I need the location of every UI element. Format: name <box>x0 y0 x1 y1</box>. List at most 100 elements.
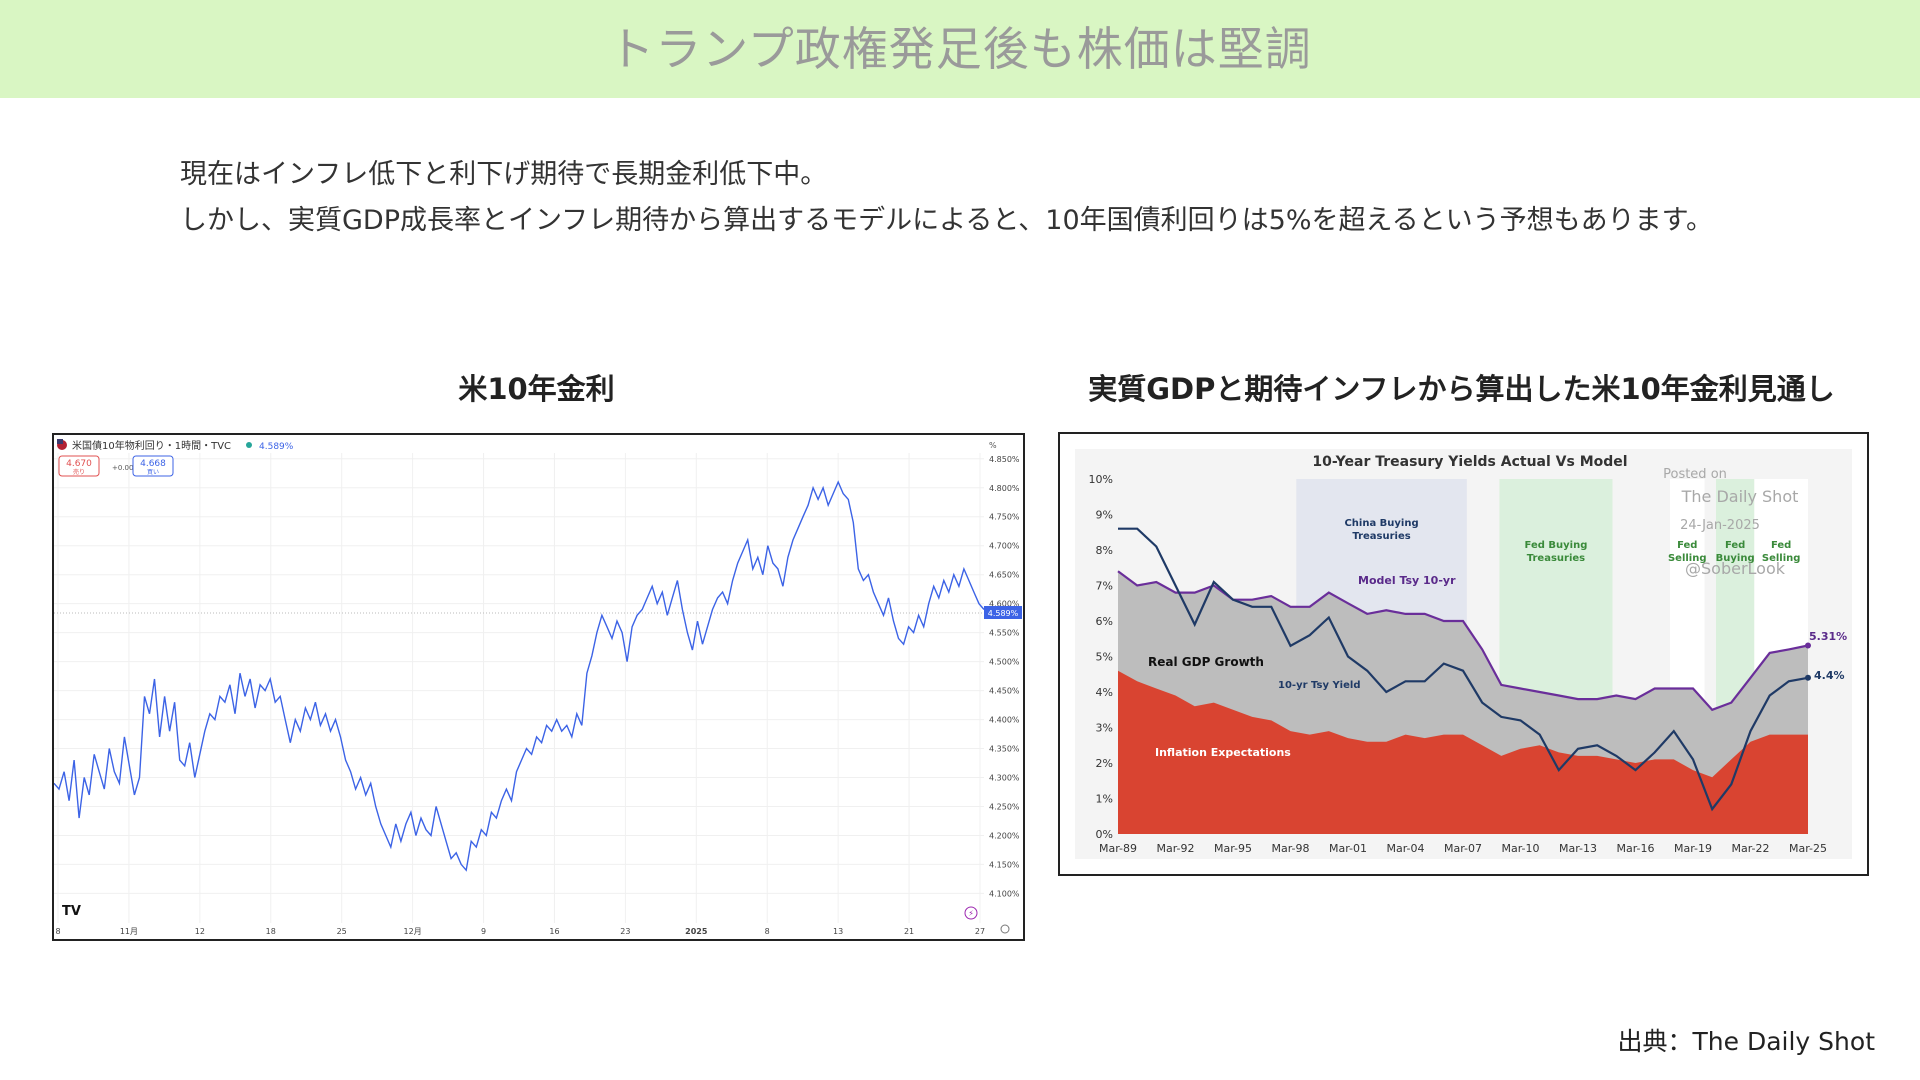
x-tick-label: Mar-92 <box>1156 842 1194 855</box>
buy-label: 買い <box>147 469 159 476</box>
x-tick-label: Mar-16 <box>1616 842 1654 855</box>
sell-label: 売り <box>73 468 85 476</box>
x-tick-label: 25 <box>337 927 347 936</box>
y-tick-label: 4.200% <box>989 831 1020 840</box>
y-tick-label: 0% <box>1096 828 1113 841</box>
buy-price: 4.668 <box>140 459 166 469</box>
current-value-label: 4.589% <box>259 442 294 452</box>
x-tick-label: Mar-95 <box>1214 842 1252 855</box>
y-tick-label: 1% <box>1096 793 1113 806</box>
lightning-icon[interactable] <box>964 906 978 920</box>
actual-end-marker <box>1805 674 1811 681</box>
settings-gear-icon[interactable] <box>1000 924 1010 934</box>
x-tick-label: 9 <box>481 927 486 936</box>
header-bar: トランプ政権発足後も株価は堅調 <box>0 0 1920 98</box>
model-series-label: Model Tsy 10-yr <box>1358 574 1456 587</box>
x-tick-label: Mar-10 <box>1501 842 1539 855</box>
model-chart-title: 10-Year Treasury Yields Actual Vs Model <box>1312 454 1627 470</box>
y-tick-label: 4.800% <box>989 484 1020 493</box>
buy-button[interactable] <box>132 455 174 477</box>
inflation-expectations-area <box>1118 670 1808 834</box>
y-tick-label: 6% <box>1096 615 1113 628</box>
x-tick-label: Mar-22 <box>1731 842 1769 855</box>
y-tick-label: 4.700% <box>989 542 1020 551</box>
actual-series-label: 10-yr Tsy Yield <box>1278 680 1360 691</box>
y-tick-label: 7% <box>1096 580 1113 593</box>
market-status-icon <box>246 442 252 448</box>
x-tick-label: Mar-13 <box>1559 842 1597 855</box>
model-end-marker <box>1805 642 1811 649</box>
y-tick-label: 4.300% <box>989 774 1020 783</box>
y-tick-label: 10% <box>1089 473 1113 486</box>
gdp-label: Real GDP Growth <box>1148 655 1264 669</box>
x-tick-label: 12 <box>195 927 205 936</box>
x-tick-label: 11月 <box>120 927 138 936</box>
x-tick-label: Mar-07 <box>1444 842 1482 855</box>
x-tick-label: Mar-04 <box>1386 842 1424 855</box>
y-tick-label: 4.850% <box>989 455 1020 464</box>
y-tick-label: 4.750% <box>989 513 1020 522</box>
period-label: Selling <box>1668 553 1707 564</box>
source-note: 出典：The Daily Shot <box>1617 1027 1875 1056</box>
watermark-line-4: @SoberLook <box>1685 559 1786 578</box>
x-tick-label: Mar-25 <box>1789 842 1827 855</box>
y-tick-label: 4.350% <box>989 745 1020 754</box>
x-tick-label: 12月 <box>404 927 422 936</box>
intro-line-2: しかし、実質GDP成長率とインフレ期待から算出するモデルによると、10年国債利回… <box>180 205 1713 236</box>
left-chart-title: 米10年金利 <box>458 372 615 406</box>
period-label: Fed <box>1725 540 1745 551</box>
x-tick-label: Mar-19 <box>1674 842 1712 855</box>
x-tick-label: Mar-98 <box>1271 842 1309 855</box>
intro-line-1: 現在はインフレ低下と利下げ期待で長期金利低下中。 <box>180 159 828 190</box>
slide-title: トランプ政権発足後も株価は堅調 <box>608 22 1312 76</box>
period-label: Fed Buying <box>1525 540 1588 551</box>
period-label: Treasuries <box>1527 553 1585 564</box>
period-label: Treasuries <box>1352 531 1410 542</box>
y-tick-label: 4.150% <box>989 860 1020 869</box>
watermark-line-3: 24-Jan-2025 <box>1680 518 1760 533</box>
x-tick-label: 13 <box>833 927 843 936</box>
last-price-tag <box>984 606 1022 619</box>
y-tick-label: 4.250% <box>989 802 1020 811</box>
actual-end-value: 4.4% <box>1814 669 1845 682</box>
y-tick-label: 4.450% <box>989 687 1020 696</box>
y-tick-label: 4% <box>1096 686 1113 699</box>
x-tick-label: 23 <box>620 927 630 936</box>
x-tick-label: 16 <box>549 927 559 936</box>
sell-button[interactable] <box>58 455 100 477</box>
right-chart-title: 実質GDPと期待インフレから算出した米10年金利見通し <box>1088 372 1835 406</box>
sell-price: 4.670 <box>66 459 92 469</box>
watermark-line-1: Posted on <box>1663 467 1727 482</box>
y-tick-label: 3% <box>1096 722 1113 735</box>
x-tick-label: Mar-01 <box>1329 842 1367 855</box>
us-flag-canton <box>57 439 63 444</box>
period-label: Fed <box>1771 540 1791 551</box>
us10y-chart-panel: 4.850% 4.800% 4.750% 4.700% 4.650% 4.600% 4.55… <box>52 433 1025 941</box>
us10y-line-chart: 4.850% 4.800% 4.750% 4.700% 4.650% 4.600% 4.55… <box>54 439 1022 936</box>
inflation-label: Inflation Expectations <box>1155 746 1291 759</box>
x-tick-label: 18 <box>266 927 276 936</box>
y-tick-label: 4.650% <box>989 571 1020 580</box>
y-tick-label: 9% <box>1096 509 1113 522</box>
y-tick-label: 8% <box>1096 544 1113 557</box>
x-tick-label: 8 <box>55 927 60 936</box>
x-tick-label: 21 <box>904 927 914 936</box>
watermark-line-2: The Daily Shot <box>1681 487 1799 506</box>
lightning-glyph: ⚡ <box>968 909 974 918</box>
yield-series-line <box>54 480 985 872</box>
y-tick-label: 4.100% <box>989 889 1020 898</box>
x-tick-label: 27 <box>975 927 985 936</box>
y-tick-label: 4.550% <box>989 629 1020 638</box>
period-label: China Buying <box>1344 518 1418 529</box>
spread-value: +0.003 <box>112 464 138 472</box>
period-label: Buying <box>1716 553 1755 564</box>
y-tick-label: 2% <box>1096 757 1113 770</box>
actual-10yr-yield-line <box>1118 527 1809 812</box>
intro-text: 現在はインフレ低下と利下げ期待で長期金利低下中。 しかし、実質GDP成長率とイン… <box>180 152 1713 244</box>
model-end-value: 5.31% <box>1809 630 1847 643</box>
y-tick-label: 4.500% <box>989 658 1020 667</box>
model-chart-panel: 10% 9% 8% 7% 6% 5% 4% 3% 2% 1% 0% Mar-89 Mar-92 Mar-… <box>1058 432 1869 876</box>
instrument-label: 米国債10年物利回り・1時間・TVC <box>72 439 231 452</box>
y-tick-label: 4.400% <box>989 716 1020 725</box>
x-tick-label: 2025 <box>685 927 708 936</box>
